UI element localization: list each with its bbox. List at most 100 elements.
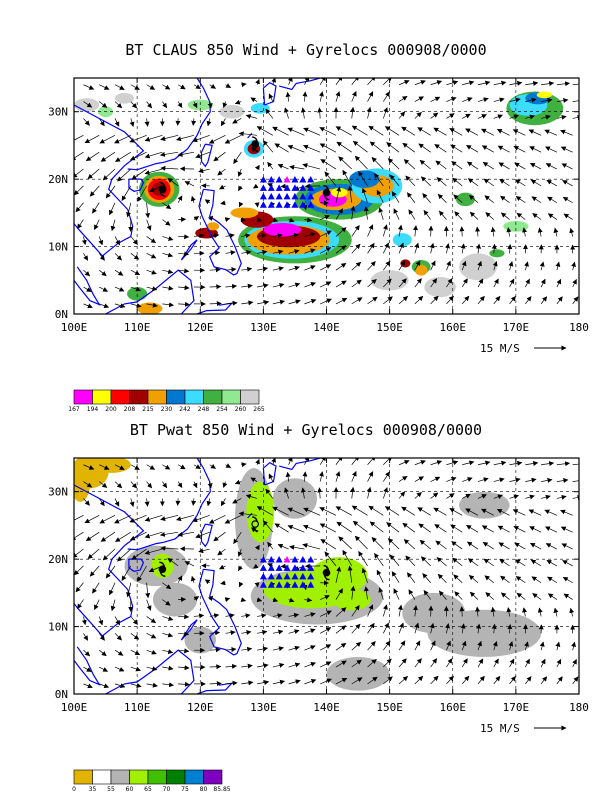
panel2-gyre-marker [307,564,315,571]
panel2-wind-vector [209,647,221,653]
panel1-wind-vector [302,163,321,170]
panel2-wind-vector [74,565,84,576]
panel2-wind-vector [190,575,196,583]
panel2-wind-vector [352,520,368,533]
panel1-colorbar-label: 208 [124,406,136,413]
panel2-wind-vector [99,649,107,657]
panel1-wind-vector [430,260,436,271]
panel1-wind-vector [571,261,576,271]
panel2-wind-vector [540,658,546,668]
panel1-wind-vector [477,114,487,119]
panel2-gyre-marker [299,555,307,563]
panel1-wind-vector [100,151,116,162]
panel1-gyre-marker [275,175,283,183]
panel2-wind-vector [114,616,121,626]
panel1-wind-vector [114,101,123,109]
panel1-wind-vector [272,282,285,288]
panel1-gyre-marker [267,192,275,200]
panel1-wind-vector [129,151,147,161]
panel2-wind-vector [446,460,459,466]
panel1-wind-vector [162,252,174,258]
panel2-y-tick-label: 20N [48,553,68,566]
panel1-wind-vector [358,171,368,187]
panel1-wind-vector [507,244,513,254]
panel1-cyclone-symbol [322,184,331,201]
panel2-wind-vector [446,640,451,651]
panel1-wind-vector [430,96,441,102]
panel2-wind-vector [481,508,494,516]
panel1-wind-vector [477,80,491,86]
panel2-x-tick-label: 170E [503,701,530,714]
panel1-gyre-marker [307,184,315,191]
panel2-wind-vector [256,597,263,603]
panel2-wind-vector [493,477,505,483]
panel2-wind-vector [130,633,140,640]
panel2-wind-vector [289,544,305,550]
panel2-wind-vector [367,659,377,668]
panel1-wind-vector [262,140,274,153]
panel1-gyre-marker [283,184,291,191]
panel2-colorbar-label: 80 [200,786,208,792]
panel1-wind-vector [497,145,510,153]
panel1-gyre-marker [299,175,307,183]
panel1-wind-vector [572,296,579,305]
panel1-wind-vector [461,278,468,288]
panel1-wind-vector [335,227,347,237]
panel2-gyre-marker [307,555,315,563]
panel2-gyre-marker [283,581,291,588]
panel2-wind-vector [438,590,447,600]
panel1-wind-vector [81,236,87,246]
panel2-wind-vector [130,683,142,688]
panel2-wind-vector [562,560,573,567]
panel1-coastline [180,239,198,261]
panel1-wind-vector [491,243,497,254]
panel2-wind-vector [220,580,226,586]
panel1-shaded-cell [414,264,428,276]
panel1-gyre-marker [307,201,315,208]
panel1-wind-vector [401,126,416,136]
panel2-wind-vector [367,458,376,465]
panel1-wind-vector [572,83,579,86]
panel1-wind-vector [304,282,316,288]
panel1-wind-vector [98,236,104,246]
panel1-cyclone-symbol [158,181,167,197]
panel2-wind-vector [320,539,337,550]
panel2-wind-vector [85,531,100,542]
panel1-wind-vector [398,296,409,305]
panel1-wind-vector [240,217,247,223]
panel2-wind-vector [146,633,157,639]
panel1-wind-vector [374,173,384,187]
panel1-wind-vector [386,142,400,153]
panel1-wind-vector [335,297,348,305]
panel1-wind-vector [74,185,84,196]
panel1-wind-vector [289,164,305,170]
panel1-wind-vector [114,84,125,90]
panel2-wind-vector [398,658,407,668]
panel1-colorbar-label: 215 [142,406,154,413]
panel2-wind-vector [302,543,321,550]
panel1-wind-vector [287,127,305,136]
panel1-wind-vector [438,210,447,220]
panel1-wind-vector [131,168,147,180]
panel2-wind-vector [130,481,138,489]
panel2-wind-vector [238,511,258,517]
panel1-x-tick-label: 110E [124,321,151,334]
panel1-wind-vector [99,135,116,144]
panel2-wind-vector [450,524,463,533]
panel2-wind-vector [232,498,242,504]
panel2-wind-scale-label: 15 M/S [480,722,520,735]
panel2-wind-vector [146,616,157,624]
panel1-wind-vector [414,80,426,86]
panel1-wind-vector [225,83,232,88]
panel1-wind-vector [492,261,498,271]
panel1-colorbar-swatch [166,389,186,405]
panel1-wind-vector [320,281,332,288]
panel1-wind-vector [532,213,542,220]
panel2-wind-vector [525,461,539,466]
panel2-wind-vector [351,604,360,617]
panel1-wind-vector [146,269,157,275]
panel2-wind-vector [500,592,510,600]
panel1-wind-vector [469,211,479,220]
panel2-gyre-marker [307,581,315,588]
panel2-wind-vector [363,586,369,600]
